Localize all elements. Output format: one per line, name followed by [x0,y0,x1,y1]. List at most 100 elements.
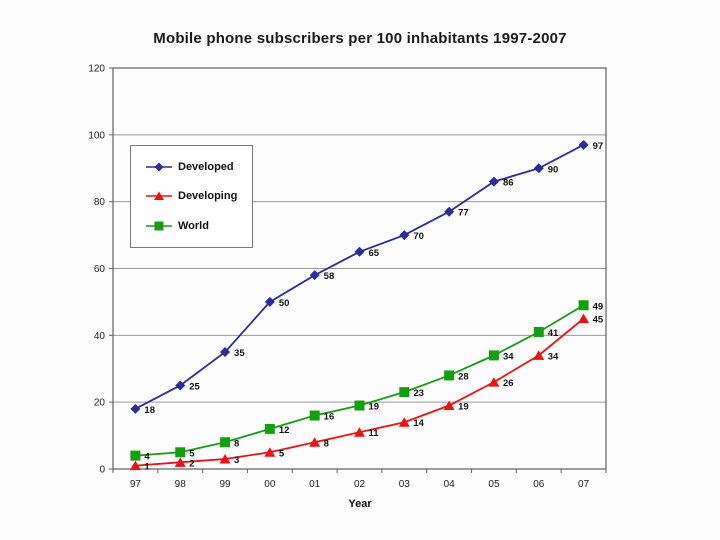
developing-line-marker-icon [146,191,172,201]
data-point-developed [354,246,365,257]
data-label-developing: 11 [369,428,380,439]
y-tick-label: 40 [94,331,106,342]
data-label-world: 8 [234,438,239,449]
data-label-world: 12 [279,425,290,436]
data-label-developed: 18 [144,405,155,416]
y-tick-label: 80 [94,197,106,208]
developed-line-marker-icon [146,162,172,172]
data-label-developing: 26 [503,378,514,389]
x-tick-label: 07 [578,479,590,490]
data-label-developing: 14 [413,418,424,429]
data-point-developing [174,457,186,467]
y-tick-label: 20 [94,398,106,409]
series-line-developing [135,317,585,467]
data-point-developed [264,296,275,307]
y-tick-label: 100 [88,130,105,141]
data-point-developing [309,437,321,447]
data-label-developed: 70 [413,231,424,242]
y-tick-label: 120 [88,64,105,75]
data-label-developing: 5 [279,448,285,459]
data-label-world: 16 [324,412,335,423]
data-point-world [175,447,186,458]
data-point-developing [398,417,410,427]
data-point-developed [220,347,231,358]
data-point-developing [578,313,590,324]
data-label-developing: 45 [593,315,604,326]
data-point-developed [130,403,141,414]
x-tick-label: 03 [399,479,411,490]
data-point-world [354,400,365,411]
data-point-world [399,387,410,398]
data-label-developed: 50 [279,298,290,309]
x-tick-label: 00 [264,479,276,490]
x-axis-title: Year [348,498,372,510]
data-point-developed [578,139,589,150]
data-label-developed: 97 [593,141,604,152]
data-point-world [488,350,499,361]
data-label-developing: 1 [144,462,150,473]
legend-item-developed: Developed [145,161,252,173]
data-label-developing: 3 [234,455,239,466]
data-label-developing: 19 [458,402,469,413]
legend-label-developed: Developed [178,160,234,173]
data-label-developed: 77 [458,208,469,219]
data-point-developed [309,270,320,281]
x-tick-label: 05 [488,479,500,490]
data-point-developed [444,206,455,217]
legend-marker-diamond [154,162,164,172]
data-label-world: 34 [503,351,514,362]
data-point-developed [488,176,499,187]
data-label-developed: 25 [189,381,200,392]
x-tick-label: 01 [309,479,321,490]
legend-marker-square [154,221,164,231]
data-point-world [264,423,275,434]
data-point-world [309,410,320,421]
data-point-developing [533,350,545,360]
data-label-world: 19 [369,402,380,413]
data-point-developed [399,230,410,241]
data-label-developed: 65 [369,248,380,259]
x-tick-label: 98 [175,479,187,490]
legend: Developed Developing World [130,145,253,248]
legend-item-developing: Developing [145,190,252,202]
legend-label-developing: Developing [178,190,238,203]
data-label-world: 4 [144,452,150,463]
data-label-world: 49 [593,301,604,312]
data-point-developed [175,380,186,391]
data-label-world: 41 [548,328,559,339]
x-tick-label: 02 [354,479,366,490]
data-point-developing [488,377,500,387]
data-label-world: 28 [458,371,469,382]
legend-label-world: World [178,220,209,233]
data-label-developed: 90 [548,164,559,175]
y-tick-label: 60 [94,264,106,275]
data-point-developing [354,427,365,437]
data-label-developed: 35 [234,348,245,359]
data-point-world [130,450,141,461]
x-tick-label: 97 [130,479,142,490]
x-tick-label: 99 [219,479,231,490]
data-point-developing [129,460,141,471]
data-label-world: 23 [413,388,424,399]
data-label-developing: 34 [548,351,559,362]
data-point-developing [443,400,455,411]
x-tick-label: 04 [444,479,456,490]
y-tick-label: 0 [99,465,105,476]
x-tick-label: 06 [533,479,545,490]
data-label-developed: 58 [324,271,335,282]
world-line-marker-icon [146,221,172,231]
data-point-developing [219,453,231,464]
legend-item-world: World [145,220,252,232]
data-point-developed [533,163,544,174]
legend-marker-triangle [154,191,164,201]
data-point-world [220,437,231,448]
data-label-developed: 86 [503,178,514,189]
data-label-developing: 8 [324,438,329,449]
data-point-world [578,300,589,311]
chart-title: Mobile phone subscribers per 100 inhabit… [153,30,567,47]
data-label-world: 5 [189,448,195,459]
data-point-world [444,370,455,381]
data-label-developing: 2 [189,458,194,469]
